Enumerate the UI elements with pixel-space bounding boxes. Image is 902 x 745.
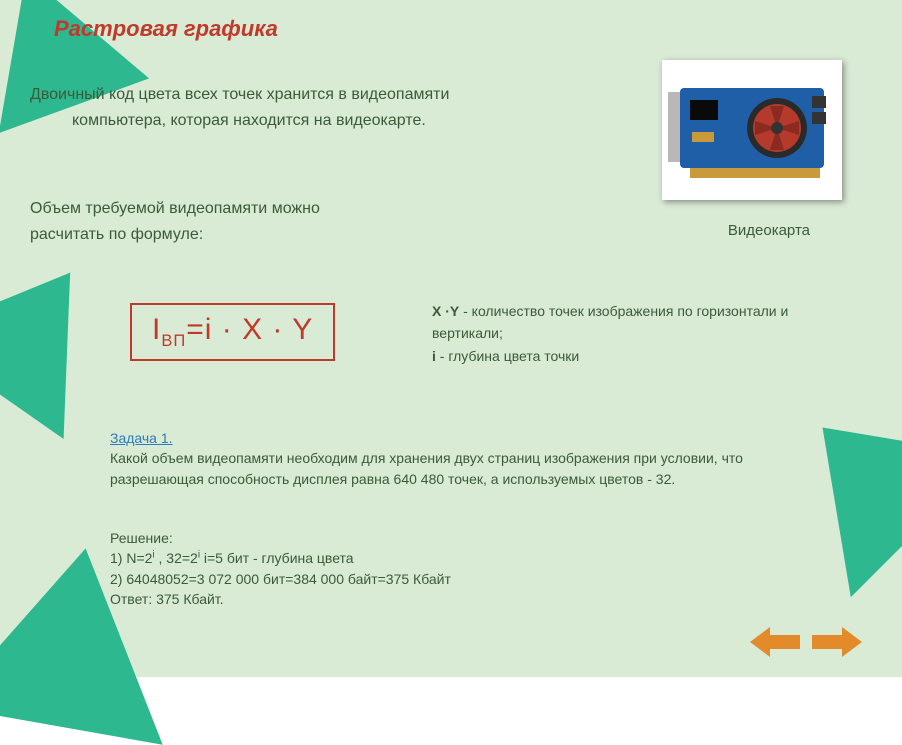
solution-l1a: 1) N=2	[110, 550, 152, 566]
solution-block: Решение: 1) N=2i , 32=2i i=5 бит - глуби…	[110, 528, 810, 609]
solution-line3: Ответ: 375 Кбайт.	[110, 589, 810, 609]
task-title: Задача 1.	[110, 428, 810, 448]
formula-intro: Объем требуемой видеопамяти можно расчит…	[30, 196, 450, 247]
videocard-image	[662, 60, 842, 200]
prev-arrow-icon[interactable]	[750, 625, 800, 659]
task-block: Задача 1. Какой объем видеопамяти необхо…	[110, 428, 810, 489]
formula-box: IВП=i · X · Y	[130, 303, 335, 361]
next-arrow-icon[interactable]	[812, 625, 862, 659]
legend-i: i - глубина цвета точки	[432, 345, 852, 367]
videocard-caption: Видеокарта	[728, 222, 810, 239]
solution-l1c: i=5 бит - глубина цвета	[200, 550, 354, 566]
task-body: Какой объем видеопамяти необходим для хр…	[110, 448, 810, 489]
formula-subscript: ВП	[161, 332, 186, 350]
nav-arrows	[750, 625, 862, 659]
solution-l1b: , 32=2	[155, 550, 198, 566]
slide-title: Растровая графика	[54, 16, 278, 42]
formula-intro-line1: Объем требуемой видеопамяти можно	[30, 196, 450, 222]
formula-prefix: I	[152, 313, 161, 346]
intro-line2: компьютера, которая находится на видеока…	[30, 108, 570, 134]
solution-line1: 1) N=2i , 32=2i i=5 бит - глубина цвета	[110, 548, 810, 568]
triangle-decoration	[0, 221, 144, 439]
formula-legend: X ·Y - количество точек изображения по г…	[432, 300, 852, 367]
intro-text: Двоичный код цвета всех точек хранится в…	[30, 82, 570, 133]
solution-heading: Решение:	[110, 528, 810, 548]
formula-intro-line2: расчитать по формуле:	[30, 222, 450, 248]
solution-line2: 2) 64048052=3 072 000 бит=384 000 байт=3…	[110, 569, 810, 589]
legend-i-text: - глубина цвета точки	[436, 348, 579, 364]
legend-xy-text: - количество точек изображения по горизо…	[432, 303, 788, 341]
formula-rest: =i · X · Y	[186, 313, 313, 346]
legend-xy-var: X ·Y	[432, 303, 459, 319]
intro-line1: Двоичный код цвета всех точек хранится в…	[30, 82, 570, 108]
formula-text: IВП=i · X · Y	[152, 313, 313, 346]
legend-xy: X ·Y - количество точек изображения по г…	[432, 300, 852, 345]
slide: Растровая графика Двоичный код цвета все…	[0, 0, 902, 677]
